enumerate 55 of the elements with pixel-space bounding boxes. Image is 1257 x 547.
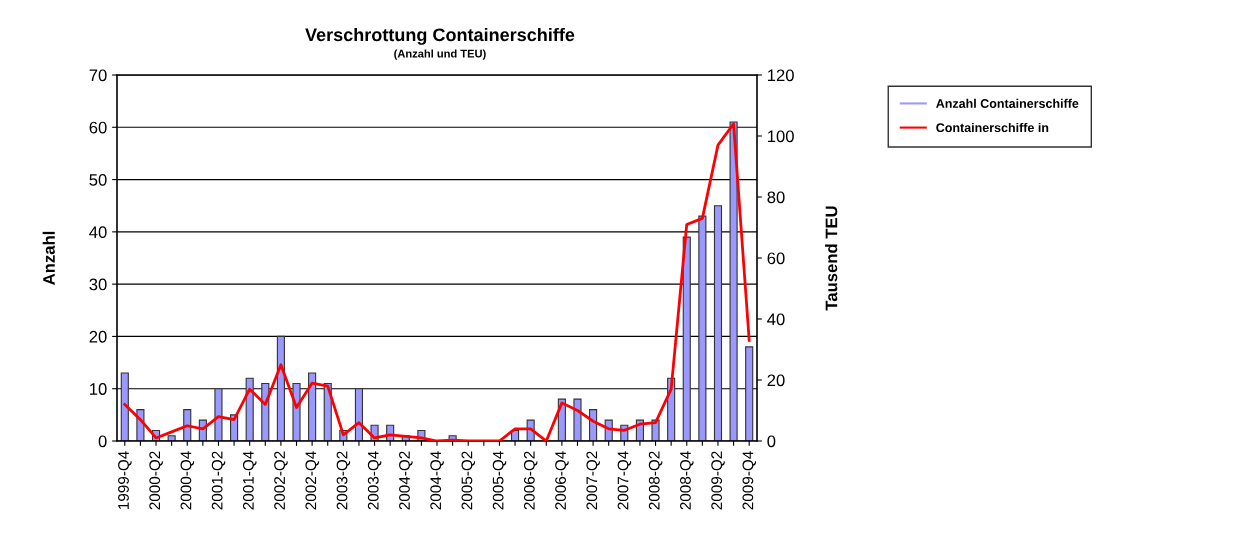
x-tick-label: 2003-Q2: [336, 451, 351, 510]
legend-label: Anzahl Containerschiffe: [936, 98, 1079, 108]
y2-tick-label: 80: [767, 191, 785, 204]
y-tick-label: 60: [89, 121, 107, 134]
y-tick-label: 0: [98, 435, 107, 448]
y-tick-label: 50: [89, 173, 107, 186]
line-series: [123, 122, 751, 441]
x-tick-label: 2006-Q2: [523, 451, 538, 510]
bar: [120, 372, 129, 441]
x-tick-label: 2000-Q2: [149, 451, 163, 510]
x-tick-label: 2000-Q4: [180, 451, 195, 510]
bar: [276, 335, 285, 441]
x-tick-label: 2003-Q4: [367, 451, 382, 510]
y2-tick-label: 60: [767, 252, 785, 265]
y2-tick-label: 40: [767, 313, 785, 326]
y-tick-label: 20: [89, 330, 107, 343]
x-tick-label: 2008-Q2: [648, 451, 663, 510]
bar: [354, 388, 364, 441]
x-tick-label: 2005-Q4: [492, 451, 507, 510]
y-tick-label: 10: [90, 383, 107, 395]
x-tick-label: 2007-Q4: [617, 451, 632, 510]
x-tick-label: 2001-Q4: [242, 451, 257, 510]
y-tick-label: 40: [89, 226, 107, 239]
bar: [682, 236, 691, 441]
x-tick-label: 1999-Q4: [118, 451, 132, 510]
y-tick-label: 30: [89, 278, 107, 291]
y2-tick-label: 0: [767, 435, 776, 448]
bar: [729, 121, 738, 441]
y2-tick-label: 120: [767, 69, 794, 82]
x-tick-label: 2009-Q4: [742, 451, 757, 510]
bar: [214, 388, 223, 441]
x-tick-label: 2009-Q2: [711, 451, 725, 510]
bar: [573, 398, 582, 441]
bar: [713, 205, 723, 441]
x-tick-label: 2007-Q2: [586, 451, 600, 510]
chart-subtitle: (Anzahl und TEU): [394, 49, 486, 60]
y-tick-label: 70: [89, 69, 107, 82]
bar: [167, 435, 176, 441]
bar: [745, 346, 754, 441]
y2-tick-label: 20: [767, 374, 785, 387]
x-tick-label: 2004-Q4: [430, 451, 444, 510]
x-tick-label: 2005-Q2: [461, 451, 476, 510]
x-tick-label: 2006-Q4: [555, 451, 569, 510]
x-tick-label: 2004-Q2: [399, 451, 413, 510]
bar: [698, 215, 707, 441]
x-tick-label: 2001-Q2: [211, 451, 226, 510]
x-tick-label: 2002-Q4: [305, 451, 319, 510]
legend-label: Containerschiffe in: [936, 122, 1049, 133]
x-tick-label: 2008-Q4: [680, 451, 694, 510]
y2-tick-label: 100: [767, 130, 794, 143]
bar: [308, 372, 317, 441]
chart-title: Verschrottung Containerschiffe: [305, 27, 575, 45]
y-axis-title: Anzahl: [42, 231, 55, 285]
x-tick-label: 2002-Q2: [274, 451, 288, 510]
y2-axis-title: Tausend TEU: [825, 206, 838, 311]
